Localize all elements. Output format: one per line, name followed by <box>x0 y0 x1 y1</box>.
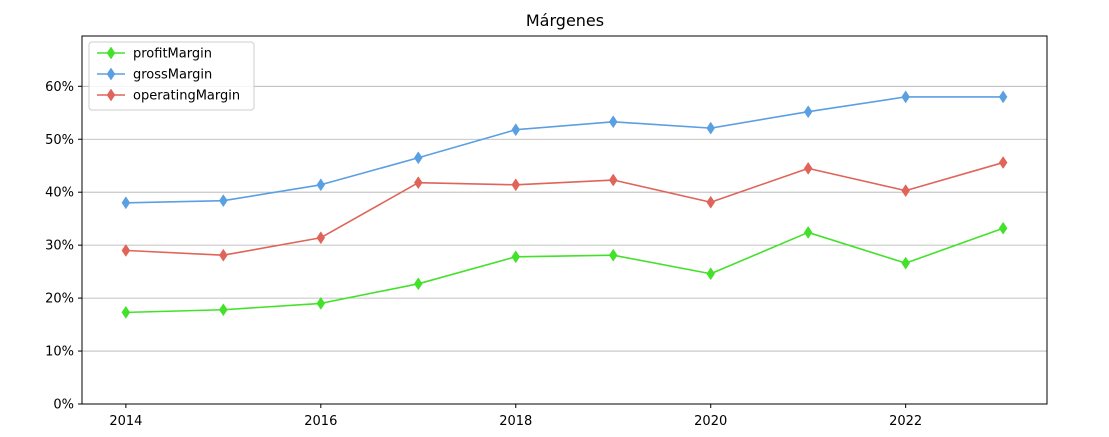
data-point <box>803 161 813 175</box>
legend-item: grossMargin <box>97 68 212 83</box>
series-line <box>125 96 1004 204</box>
data-point <box>998 156 1008 170</box>
data-point <box>706 121 716 135</box>
x-tick-label: 2020 <box>694 414 727 429</box>
legend-label: operatingMargin <box>133 89 240 104</box>
data-point <box>803 225 813 239</box>
legend-box <box>88 41 255 111</box>
legend-marker <box>106 46 116 60</box>
data-point <box>121 196 131 210</box>
data-point <box>316 178 326 192</box>
x-tick-label: 2022 <box>889 414 922 429</box>
data-point <box>803 105 813 119</box>
x-tick-label: 2018 <box>499 414 532 429</box>
legend-marker <box>106 88 116 102</box>
series-line <box>125 161 1004 257</box>
plot-area-frame <box>81 35 1048 405</box>
data-point <box>901 184 910 198</box>
legend-label: profitMargin <box>133 47 212 62</box>
data-point <box>706 267 716 281</box>
data-point <box>608 248 618 262</box>
data-point <box>511 123 521 137</box>
data-point <box>413 151 423 165</box>
data-point <box>901 256 910 270</box>
data-point <box>219 248 228 262</box>
data-point <box>706 195 716 209</box>
y-tick-label: 30% <box>45 239 74 254</box>
x-tick-label: 2016 <box>304 414 337 429</box>
data-point <box>608 115 618 129</box>
series-grossMargin <box>121 90 1008 210</box>
data-point <box>998 221 1008 235</box>
axes: 0% 10% 20% 30% 40% 50% 60% 2014 2016 2018 2020 2022 <box>45 80 922 429</box>
series-lines <box>121 90 1008 319</box>
legend: profitMargin grossMargin operatingMargin <box>88 41 255 111</box>
data-point <box>219 194 228 208</box>
series-profitMargin <box>121 221 1008 319</box>
data-point <box>413 277 423 291</box>
data-point <box>121 243 131 257</box>
y-tick-label: 10% <box>45 345 74 360</box>
legend-label: grossMargin <box>133 68 212 83</box>
data-point <box>608 173 618 187</box>
chart-title: Márgenes <box>526 11 604 30</box>
data-point <box>121 305 131 319</box>
data-point <box>511 250 521 264</box>
y-tick-label: 0% <box>53 398 74 413</box>
data-point <box>316 296 326 310</box>
data-point <box>901 90 910 104</box>
y-tick-label: 50% <box>45 133 74 148</box>
grid-lines <box>82 85 1047 352</box>
legend-item: profitMargin <box>97 47 212 62</box>
series-operatingMargin <box>121 156 1008 262</box>
data-point <box>316 231 326 245</box>
legend-marker <box>106 67 116 81</box>
data-point <box>413 176 423 190</box>
y-tick-label: 40% <box>45 186 74 201</box>
data-point <box>998 90 1008 104</box>
y-tick-label: 20% <box>45 292 74 307</box>
data-point <box>219 303 228 317</box>
x-tick-label: 2014 <box>109 414 142 429</box>
series-line <box>125 227 1004 314</box>
legend-item: operatingMargin <box>97 89 240 104</box>
y-tick-label: 60% <box>45 80 74 95</box>
data-point <box>511 178 521 192</box>
